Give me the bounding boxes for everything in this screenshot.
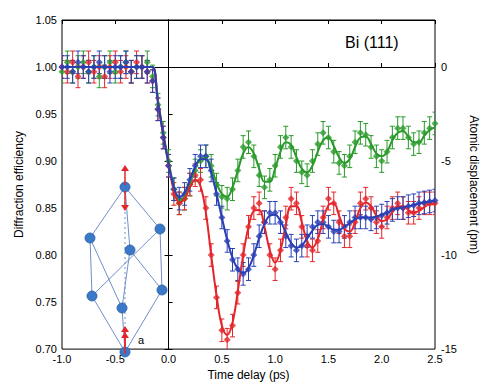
svg-text:2.5: 2.5 bbox=[427, 353, 442, 365]
svg-text:a: a bbox=[138, 334, 145, 346]
svg-text:1.00: 1.00 bbox=[36, 61, 57, 73]
svg-text:Atomic displacement (pm): Atomic displacement (pm) bbox=[467, 115, 481, 254]
svg-text:-0.5: -0.5 bbox=[105, 352, 125, 365]
svg-text:0.90: 0.90 bbox=[36, 155, 57, 167]
svg-text:0.80: 0.80 bbox=[36, 249, 57, 261]
svg-text:Diffraction efficiency: Diffraction efficiency bbox=[12, 131, 26, 238]
svg-text:2.0: 2.0 bbox=[374, 353, 389, 365]
svg-text:1.5: 1.5 bbox=[321, 353, 336, 365]
svg-text:0.75: 0.75 bbox=[36, 296, 57, 308]
svg-text:0: 0 bbox=[441, 61, 447, 73]
svg-text:1.0: 1.0 bbox=[267, 353, 282, 365]
svg-text:-10: -10 bbox=[441, 249, 457, 261]
svg-text:0.85: 0.85 bbox=[36, 202, 57, 214]
svg-text:Bi (111): Bi (111) bbox=[345, 34, 399, 51]
svg-text:Time delay (ps): Time delay (ps) bbox=[207, 368, 289, 382]
svg-text:-1.0: -1.0 bbox=[53, 353, 72, 365]
svg-text:-15: -15 bbox=[441, 343, 457, 355]
svg-text:0.95: 0.95 bbox=[36, 108, 57, 120]
svg-text:0.70: 0.70 bbox=[35, 343, 57, 356]
svg-text:-5: -5 bbox=[441, 155, 451, 167]
svg-text:0.0: 0.0 bbox=[161, 353, 176, 365]
svg-text:0.5: 0.5 bbox=[214, 353, 229, 365]
svg-text:1.05: 1.05 bbox=[36, 14, 57, 26]
